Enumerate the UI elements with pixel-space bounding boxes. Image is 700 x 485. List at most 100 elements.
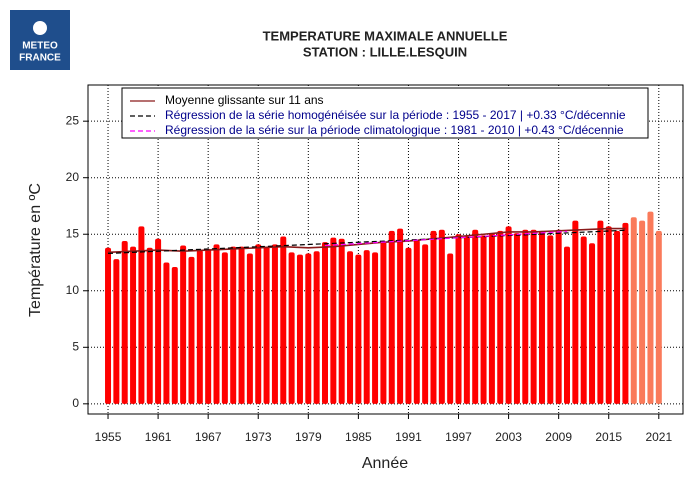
logo-text: METEO [22, 41, 58, 52]
bar [138, 226, 145, 404]
logo-text: FRANCE [19, 53, 61, 64]
x-tick-label: 2003 [495, 430, 522, 444]
bar [564, 246, 571, 404]
bar [547, 235, 554, 404]
bar [639, 220, 646, 404]
bar [422, 244, 429, 404]
bar [497, 230, 504, 404]
y-tick-label: 15 [66, 226, 80, 240]
bar [305, 253, 312, 404]
bar [430, 230, 437, 404]
plot-frame [87, 84, 684, 415]
bar [488, 233, 495, 404]
legend-label: Régression de la série homogénéisée sur … [165, 108, 626, 122]
bar [355, 254, 362, 404]
bar [263, 246, 270, 404]
bar [538, 230, 545, 404]
x-tick-label: 1985 [345, 430, 372, 444]
bar [472, 229, 479, 404]
bar [321, 242, 328, 404]
x-tick-label: 1967 [195, 430, 222, 444]
chart-title: STATION : LILLE.LESQUIN [303, 44, 467, 59]
line [107, 227, 626, 254]
bar [130, 246, 137, 404]
bar [555, 229, 562, 404]
x-tick-label: 2009 [545, 430, 572, 444]
y-axis-label: Température en ºC [27, 183, 44, 317]
bar [455, 234, 462, 404]
bar [630, 217, 637, 404]
bar [296, 254, 303, 404]
bar [338, 238, 345, 404]
bar [530, 229, 537, 404]
x-tick-label: 1955 [95, 430, 122, 444]
bar [246, 253, 253, 404]
bar [647, 211, 654, 404]
y-tick-label: 20 [66, 170, 80, 184]
logo-icon [33, 21, 47, 35]
bar [196, 250, 203, 404]
bar [505, 226, 512, 404]
x-tick-label: 1991 [395, 430, 422, 444]
bar [597, 220, 604, 404]
bar [171, 267, 178, 404]
logo-box [10, 10, 70, 70]
line [108, 229, 626, 255]
bar [213, 244, 220, 404]
bar [105, 247, 112, 404]
bar [288, 252, 295, 404]
bar [180, 245, 187, 404]
x-tick-label: 1973 [245, 430, 272, 444]
bar [614, 230, 621, 404]
bar [363, 250, 370, 404]
y-tick-label: 10 [66, 283, 80, 297]
x-tick-label: 2015 [595, 430, 622, 444]
bar [589, 243, 596, 404]
bar [330, 237, 337, 404]
x-axis-label: Année [362, 455, 408, 472]
bar [155, 238, 162, 404]
bar [397, 228, 404, 404]
bar [413, 239, 420, 404]
bar [280, 236, 287, 404]
bar [605, 226, 612, 404]
x-tick-label: 2021 [645, 430, 672, 444]
legend-label: Régression de la série sur la période cl… [165, 123, 624, 137]
bar [463, 236, 470, 404]
bar [121, 241, 128, 404]
bar [205, 248, 212, 404]
bar [388, 230, 395, 404]
bar [188, 256, 195, 404]
y-tick-label: 5 [72, 339, 79, 353]
bar [380, 241, 387, 404]
bar [622, 222, 629, 404]
x-tick-label: 1961 [145, 430, 172, 444]
bar [480, 235, 487, 404]
bar [655, 230, 662, 404]
bar [405, 247, 412, 404]
bar [372, 252, 379, 404]
bar [163, 262, 170, 404]
bar [221, 252, 228, 404]
bar [447, 253, 454, 404]
y-tick-label: 25 [66, 113, 80, 127]
bar [580, 236, 587, 404]
bar [146, 247, 153, 404]
line [324, 230, 568, 247]
bar [522, 229, 529, 404]
bar [513, 233, 520, 404]
legend-label: Moyenne glissante sur 11 ans [165, 93, 324, 107]
bar [271, 244, 278, 404]
y-tick-label: 0 [72, 396, 79, 410]
bar [113, 259, 120, 404]
legend-box [121, 87, 649, 139]
bar [313, 251, 320, 404]
x-tick-label: 1979 [295, 430, 322, 444]
bar [230, 246, 237, 404]
bar [347, 251, 354, 404]
x-tick-label: 1997 [445, 430, 472, 444]
bar [438, 229, 445, 404]
bar [238, 246, 245, 404]
chart-title: TEMPERATURE MAXIMALE ANNUELLE [263, 28, 508, 43]
